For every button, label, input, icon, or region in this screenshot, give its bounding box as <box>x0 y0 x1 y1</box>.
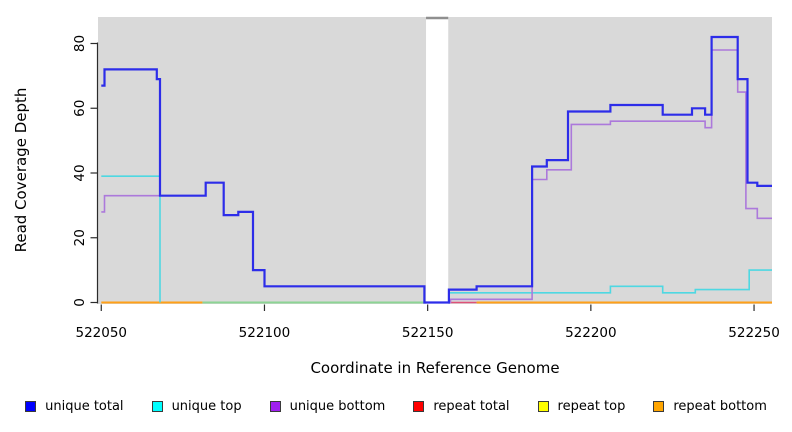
legend-swatch-repeat-bottom <box>653 401 665 412</box>
y-tick-label: 20 <box>72 229 88 246</box>
legend-item-repeat-bottom: repeat bottom <box>653 399 767 414</box>
legend-label: repeat top <box>557 399 626 414</box>
x-tick-label: 522150 <box>402 325 454 341</box>
legend-swatch-repeat-top <box>537 401 549 412</box>
series-unique-total <box>101 35 772 304</box>
legend-label: repeat total <box>433 399 510 414</box>
legend-item-unique-top: unique top <box>151 399 242 414</box>
x-tick-label: 522050 <box>75 325 127 341</box>
legend: unique total unique top unique bottom repea… <box>0 399 792 414</box>
legend-label: repeat bottom <box>673 399 767 414</box>
y-tick-label: 40 <box>72 164 88 181</box>
legend-item-unique-bottom: unique bottom <box>269 399 386 414</box>
legend-item-repeat-total: repeat total <box>413 399 510 414</box>
legend-item-repeat-top: repeat top <box>537 399 626 414</box>
coverage-gap-band <box>426 19 449 304</box>
legend-label: unique total <box>45 399 124 414</box>
legend-label: unique bottom <box>289 399 386 414</box>
legend-label: unique top <box>171 399 242 414</box>
x-axis-label: Coordinate in Reference Genome <box>310 359 560 377</box>
y-axis-label: Read Coverage Depth <box>12 87 30 253</box>
series-unique-top <box>448 269 772 294</box>
y-tick-label: 0 <box>72 298 88 307</box>
legend-swatch-repeat-total <box>413 401 425 412</box>
y-tick-label: 60 <box>72 100 88 117</box>
x-tick-label: 522250 <box>728 325 780 341</box>
y-tick-label: 80 <box>72 35 88 52</box>
legend-swatch-unique-bottom <box>269 401 281 412</box>
x-tick-label: 522200 <box>565 325 617 341</box>
legend-swatch-unique-total <box>25 401 37 412</box>
x-tick-label: 522100 <box>239 325 291 341</box>
legend-item-unique-total: unique total <box>25 399 124 414</box>
legend-swatch-unique-top <box>151 401 163 412</box>
